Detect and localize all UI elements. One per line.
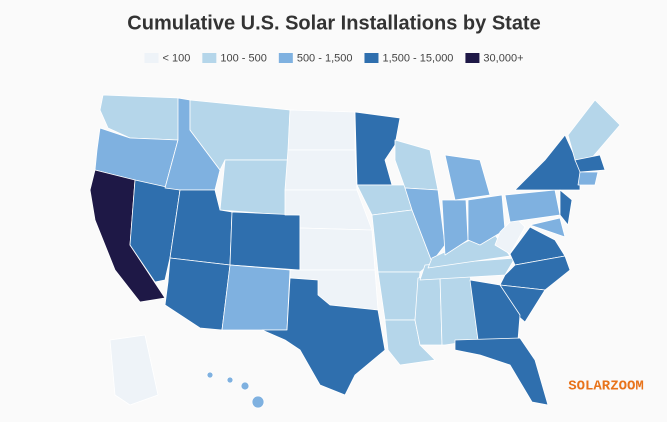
state <box>577 171 599 186</box>
legend-swatch <box>278 53 293 63</box>
legend-swatch <box>465 53 480 63</box>
legend-item: < 100 <box>144 52 190 64</box>
state <box>377 271 421 321</box>
state <box>229 211 301 271</box>
states <box>89 94 621 409</box>
state <box>356 184 413 216</box>
state <box>559 189 573 226</box>
legend-item: 1,500 - 15,000 <box>364 52 453 64</box>
legend-item: 30,000+ <box>465 52 524 64</box>
watermark: SOLARZOOM <box>568 379 644 395</box>
legend-swatch <box>364 53 379 63</box>
state <box>219 159 289 216</box>
state <box>251 395 265 409</box>
state <box>404 187 446 263</box>
legend-label: 1,500 - 15,000 <box>382 52 453 64</box>
legend-item: 100 - 500 <box>202 52 267 64</box>
legend-swatch <box>202 53 217 63</box>
legend: < 100 100 - 500 500 - 1,500 1,500 - 15,000 3… <box>144 52 524 64</box>
state <box>261 277 386 396</box>
state <box>226 376 234 384</box>
state <box>284 149 358 191</box>
state <box>414 275 443 346</box>
chart-title: Cumulative U.S. Solar Installations by S… <box>127 12 540 34</box>
state <box>467 194 506 246</box>
state <box>109 334 159 406</box>
legend-label: 30,000+ <box>483 52 523 64</box>
state <box>164 257 231 331</box>
state <box>394 139 439 191</box>
legend-label: < 100 <box>162 52 190 64</box>
legend-label: 100 - 500 <box>220 52 266 64</box>
state <box>287 109 356 151</box>
state <box>454 337 549 406</box>
state <box>299 227 376 271</box>
state <box>206 371 214 379</box>
state <box>529 217 566 238</box>
state <box>444 154 491 201</box>
state <box>509 226 566 266</box>
state <box>221 264 291 331</box>
state <box>504 189 561 223</box>
legend-label: 500 - 1,500 <box>297 52 353 64</box>
state <box>574 154 606 173</box>
state <box>354 111 401 186</box>
legend-item: 500 - 1,500 <box>278 52 353 64</box>
state <box>240 381 250 391</box>
state <box>469 279 521 341</box>
legend-swatch <box>144 53 159 63</box>
state <box>567 99 621 161</box>
